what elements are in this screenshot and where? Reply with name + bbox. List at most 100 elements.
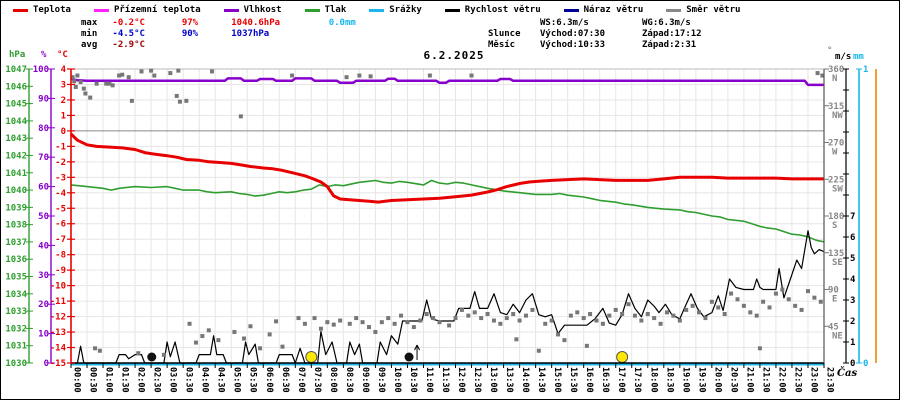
time-tick-label: 17:00 xyxy=(616,367,626,393)
pressure-tick-label: 1042 xyxy=(5,151,27,161)
wind-direction-dot xyxy=(88,95,93,100)
wind-gust-swatch-icon xyxy=(563,8,579,12)
wind-direction-dot xyxy=(709,299,714,304)
wind-direction-dot xyxy=(373,329,378,334)
legend-label: Přízemní teplota xyxy=(113,5,201,15)
wind-direction-dot xyxy=(258,346,263,351)
direction-tick-label: 45 xyxy=(828,322,839,332)
wind-direction-dot xyxy=(176,68,181,73)
wind-direction-dot xyxy=(168,71,173,76)
wind-direction-dot xyxy=(491,318,496,323)
wind-direction-dot xyxy=(126,75,131,80)
wind-direction-dot xyxy=(184,98,189,103)
wind-direction-dot xyxy=(405,320,410,325)
direction-name-label: E xyxy=(832,295,837,305)
wind-direction-dot xyxy=(767,305,772,310)
ground-temperature-swatch-icon xyxy=(93,8,109,12)
temperature-tick-label: -1 xyxy=(55,142,66,152)
wind-direction-dot xyxy=(411,325,416,330)
wind-direction-dot xyxy=(248,324,253,329)
direction-name-label: SW xyxy=(832,184,843,194)
wind-direction-dot xyxy=(799,307,804,312)
wind-direction-dot xyxy=(83,91,88,96)
wind-direction-dot xyxy=(399,313,404,318)
time-tick-label: 01:30 xyxy=(120,367,130,393)
date-label: 6.2.2025 xyxy=(423,49,485,62)
wind-direction-dot xyxy=(280,344,285,349)
wind-direction-dot xyxy=(290,73,295,78)
time-tick-label: 03:30 xyxy=(184,367,194,393)
direction-tick-label: 180 xyxy=(828,212,844,222)
humidity-swatch-icon xyxy=(223,8,239,12)
time-tick-label: 06:00 xyxy=(264,367,274,393)
wind-direction-dot xyxy=(677,318,682,323)
percent-axis-unit: % xyxy=(41,50,47,60)
wind-direction-dot xyxy=(73,84,78,89)
wind-direction-dot xyxy=(741,303,746,308)
legend-label: Tlak xyxy=(324,5,347,15)
wind-tick-label: 1 xyxy=(850,338,855,348)
pressure-tick-label: 1038 xyxy=(5,221,27,231)
wind-direction-dot xyxy=(357,73,362,78)
moonset-marker-icon xyxy=(147,352,157,362)
humidity-tick-label: 20 xyxy=(38,300,49,310)
time-tick-label: 12:00 xyxy=(456,367,466,393)
direction-name-label: NW xyxy=(832,111,843,121)
wind-direction-dot xyxy=(152,73,157,78)
stats-block: max -0.2°C 97% 1040.6hPa 0.0mm min -4.5°… xyxy=(81,18,356,51)
sunset-time: Západ:17:12 xyxy=(642,29,702,39)
wind-direction-dot xyxy=(716,305,721,310)
wind-direction-dot xyxy=(632,313,637,318)
temperature-tick-label: -8 xyxy=(55,251,66,261)
pressure-tick-label: 1039 xyxy=(5,203,27,213)
wind-direction-dot xyxy=(773,291,778,296)
wind-direction-dot xyxy=(818,299,823,304)
pressure-tick-label: 1036 xyxy=(5,255,27,265)
wind-direction-dot xyxy=(242,336,247,341)
wind-direction-dot xyxy=(238,114,243,119)
wind-direction-dot xyxy=(549,318,554,323)
pressure-tick-label: 1033 xyxy=(5,307,27,317)
direction-tick-label: 360 xyxy=(828,65,844,75)
wind-tick-label: 3 xyxy=(850,296,855,306)
wind-direction-dot xyxy=(354,316,359,321)
direction-tick-label: 225 xyxy=(828,175,844,185)
moonset-time: Západ:2:31 xyxy=(642,40,697,50)
time-axis-title: Čas xyxy=(837,368,858,379)
temperature-tick-label: 2 xyxy=(61,96,66,106)
legend-label: Srážky xyxy=(389,5,422,15)
pressure-tick-label: 1045 xyxy=(5,100,27,110)
wind-direction-dot xyxy=(575,310,580,315)
stats-max-row: max -0.2°C 97% 1040.6hPa 0.0mm xyxy=(81,18,356,29)
time-tick-label: 08:00 xyxy=(328,367,338,393)
time-tick-label: 07:00 xyxy=(296,367,306,393)
wind-direction-dot xyxy=(594,318,599,323)
humidity-line xyxy=(70,77,824,87)
temperature-tick-label: -5 xyxy=(55,204,66,214)
wind-direction-dot xyxy=(296,316,301,321)
wind-direction-dot xyxy=(174,93,179,98)
temperature-tick-label: -7 xyxy=(55,235,66,245)
humidity-tick-label: 10 xyxy=(38,330,49,340)
precipitation-swatch-icon xyxy=(369,8,385,12)
wind-direction-dot xyxy=(600,321,605,326)
wind-direction-dot xyxy=(161,352,166,357)
temperature-tick-label: -9 xyxy=(55,266,66,276)
wind-direction-dot xyxy=(379,320,384,325)
wind-direction-dot xyxy=(149,68,154,73)
time-tick-label: 20:00 xyxy=(712,367,722,393)
time-tick-label: 00:00 xyxy=(72,367,82,393)
wind-direction-dot xyxy=(729,291,734,296)
hpa-axis-unit: hPa xyxy=(9,50,25,60)
wind-speed-line xyxy=(71,230,825,364)
wind-direction-dot xyxy=(517,318,522,323)
sun-row: Slunce Východ:07:30 Západ:17:12 xyxy=(488,29,702,40)
wind-direction-dot xyxy=(360,320,365,325)
humidity-tick-label: 70 xyxy=(38,153,49,163)
pressure-swatch-icon xyxy=(304,8,320,12)
stats-min-row: min -4.5°C 90% 1037hPa xyxy=(81,29,356,40)
wind-direction-dot xyxy=(530,307,535,312)
stat-max-precip: 0.0mm xyxy=(328,18,356,28)
wind-direction-dot xyxy=(645,312,650,316)
